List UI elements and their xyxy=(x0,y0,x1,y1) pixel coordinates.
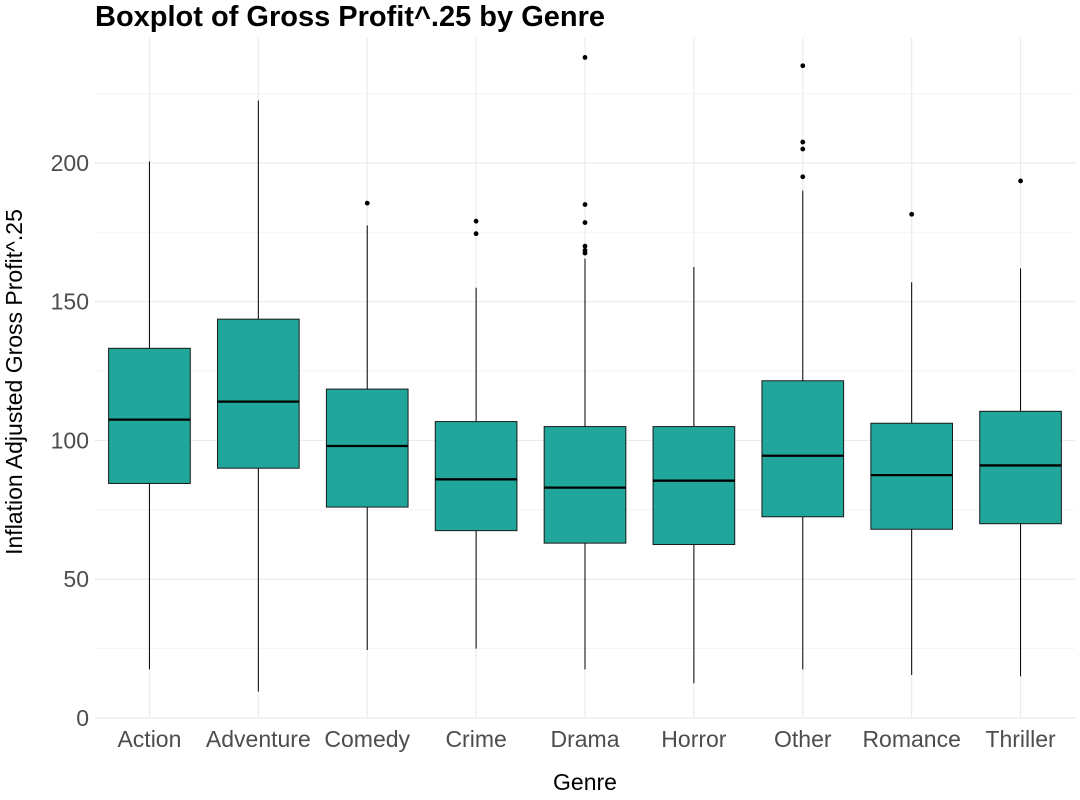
outlier-point xyxy=(582,247,588,253)
x-tick-label: Romance xyxy=(862,726,960,752)
outlier-point xyxy=(800,146,806,152)
x-axis-ticks: Action Adventure Comedy Crime Drama Horror Oth… xyxy=(117,726,1056,752)
chart-title: Boxplot of Gross Profit^.25 by Genre xyxy=(95,1,605,33)
box-thriller xyxy=(979,178,1062,677)
y-tick-label: 150 xyxy=(51,289,89,315)
y-axis-title: Inflation Adjusted Gross Profit^.25 xyxy=(1,209,27,555)
y-tick-label: 100 xyxy=(51,427,89,453)
box-iqr xyxy=(761,380,845,518)
outlier-point xyxy=(582,55,588,60)
box-other xyxy=(761,63,845,670)
outlier-point xyxy=(909,211,915,217)
outlier-point xyxy=(582,202,588,207)
box-iqr xyxy=(652,426,736,546)
x-tick-label: Horror xyxy=(661,726,727,752)
outlier-point xyxy=(473,218,479,224)
box-crime xyxy=(434,218,518,649)
box-iqr xyxy=(325,388,409,508)
x-axis-title: Genre xyxy=(553,769,617,795)
outlier-point xyxy=(1018,178,1023,184)
outlier-point xyxy=(582,243,588,249)
x-tick-label: Adventure xyxy=(206,726,311,752)
outlier-point xyxy=(364,200,370,206)
outlier-point xyxy=(473,231,479,237)
box-iqr xyxy=(217,318,300,469)
box-horror xyxy=(652,266,736,684)
box-romance xyxy=(870,211,953,675)
box-comedy xyxy=(325,200,409,650)
y-axis-ticks: 0 50 100 150 200 xyxy=(51,150,89,731)
outlier-point xyxy=(582,220,588,225)
outlier-point xyxy=(800,174,806,180)
x-tick-label: Other xyxy=(774,726,832,752)
box-adventure xyxy=(217,100,300,692)
box-action xyxy=(108,161,191,670)
x-tick-label: Crime xyxy=(445,726,506,752)
x-tick-label: Thriller xyxy=(985,726,1056,752)
y-tick-label: 0 xyxy=(76,705,89,731)
box-iqr xyxy=(434,421,518,532)
outlier-point xyxy=(800,63,806,69)
box-iqr xyxy=(108,347,191,484)
box-iqr xyxy=(543,426,627,544)
x-tick-label: Drama xyxy=(550,726,619,752)
boxes xyxy=(108,55,1062,692)
y-tick-label: 200 xyxy=(51,150,89,176)
x-tick-label: Comedy xyxy=(324,726,410,752)
outlier-point xyxy=(800,139,806,145)
x-tick-label: Action xyxy=(117,726,181,752)
box-iqr xyxy=(979,410,1062,525)
box-drama xyxy=(543,55,627,670)
y-tick-label: 50 xyxy=(63,566,89,592)
